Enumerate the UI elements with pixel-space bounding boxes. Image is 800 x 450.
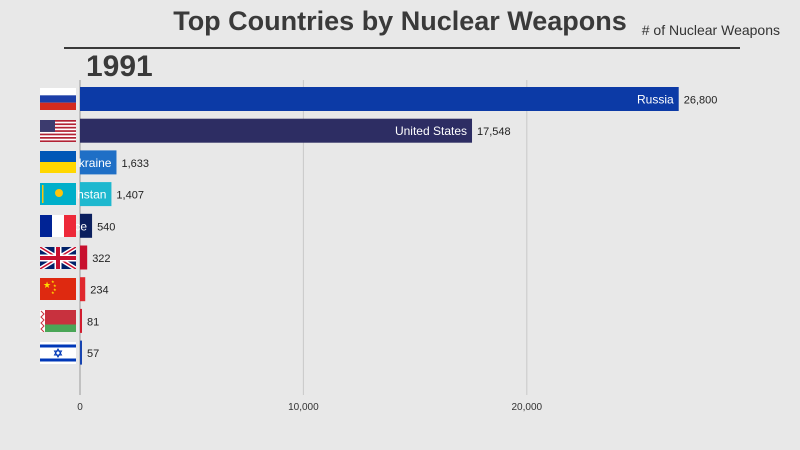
chart-title: Top Countries by Nuclear Weapons	[173, 6, 627, 36]
flag-israel-icon	[40, 341, 76, 364]
bar-value-label: 81	[87, 316, 99, 328]
svg-text:★: ★	[53, 283, 57, 288]
bar-category-label: United States	[395, 124, 467, 138]
bar	[80, 245, 88, 270]
flag-uk-icon	[40, 246, 76, 269]
bar-value-label: 17,548	[477, 126, 511, 138]
bar-value-label: 234	[90, 285, 108, 297]
bar-value-label: 1,407	[116, 190, 144, 202]
flag-china-icon: ★ ★ ★ ★ ★	[40, 278, 76, 301]
bar-value-label: 322	[92, 253, 110, 265]
title-divider	[64, 47, 740, 49]
bar	[80, 182, 112, 207]
flag-belarus-icon	[40, 309, 76, 332]
flag-russia-icon	[40, 88, 76, 110]
svg-text:★: ★	[51, 279, 55, 284]
bar-category-label: kraine	[79, 156, 112, 170]
bar-value-label: 1,633	[121, 158, 149, 170]
bar	[80, 213, 93, 238]
bar	[80, 340, 82, 365]
bar-category-label: ce	[74, 219, 87, 233]
year-label: 1991	[86, 50, 153, 83]
x-tick-label: 10,000	[288, 402, 319, 413]
flag-ukraine-icon	[40, 151, 76, 174]
bar	[80, 308, 82, 333]
x-tick-label: 20,000	[512, 402, 543, 413]
bar-value-label: 57	[87, 348, 99, 360]
chart-subtitle: # of Nuclear Weapons	[641, 22, 780, 38]
bar	[80, 150, 117, 175]
bar-value-label: 26,800	[684, 95, 718, 107]
x-tick-label: 0	[77, 402, 83, 413]
bar-category-label: hstan	[77, 188, 106, 202]
flag-france-icon	[40, 214, 76, 237]
flag-kazakhstan-icon	[40, 183, 76, 206]
bar-value-label: 540	[97, 221, 115, 233]
bar	[80, 118, 473, 143]
svg-text:★: ★	[51, 290, 55, 295]
svg-text:★: ★	[43, 281, 51, 291]
bar	[80, 277, 86, 302]
bar-category-label: Russia	[637, 93, 674, 107]
svg-text:★: ★	[53, 287, 57, 292]
flag-usa-icon	[40, 119, 76, 142]
bar	[80, 87, 679, 111]
